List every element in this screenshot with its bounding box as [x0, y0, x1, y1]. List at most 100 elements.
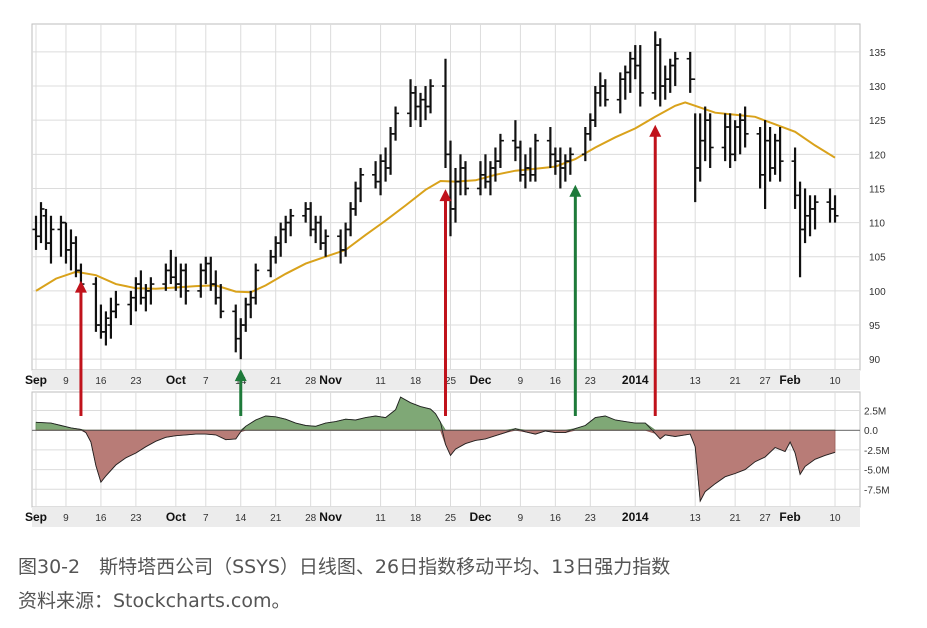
price-y-tick-label: 90	[869, 355, 881, 366]
price-panel: 90 95 100 105 110 115 120 125 130 135 Sep 9 16 23 Oct…	[25, 23, 886, 390]
force-x-tick-label: 7	[203, 513, 209, 524]
force-x-tick-label: 25	[445, 513, 457, 524]
ohlc-bar	[831, 195, 839, 223]
force-panel: 2.5M 0.0 -2.5M -5.0M -7.5M Sep 9 16 23 Oct 7 14 21 2…	[25, 391, 890, 527]
ohlc-bar	[811, 195, 819, 230]
price-y-tick-label: 125	[869, 116, 886, 127]
force-x-axis-band	[32, 507, 860, 527]
signal-arrow	[74, 280, 87, 416]
ohlc-bar	[147, 277, 155, 305]
force-y-tick-label: -7.5M	[864, 485, 890, 496]
signal-arrow	[569, 184, 582, 416]
force-x-tick-label: 16	[550, 513, 562, 524]
force-x-tick-label: Dec	[469, 510, 491, 524]
price-x-tick-label: Oct	[166, 373, 186, 387]
price-x-tick-label: 9	[63, 376, 69, 387]
force-x-tick-label: 10	[829, 513, 841, 524]
ohlc-bar	[217, 284, 225, 319]
price-x-tick-label: 16	[95, 376, 107, 387]
price-x-tick-label: 11	[375, 376, 386, 387]
force-x-tick-label: Oct	[166, 510, 186, 524]
force-x-tick-label: 11	[375, 513, 386, 524]
force-y-tick-label: 2.5M	[864, 407, 886, 418]
price-x-tick-label: 23	[585, 376, 597, 387]
price-x-tick-label: Sep	[25, 373, 47, 387]
price-x-tick-label: 7	[203, 376, 209, 387]
force-x-tick-label: Feb	[779, 510, 800, 524]
signal-arrow-head	[439, 189, 452, 202]
force-x-tick-label: 13	[690, 513, 702, 524]
price-x-tick-label: 21	[730, 376, 742, 387]
price-x-tick-label: 25	[445, 376, 457, 387]
signal-arrows	[74, 124, 662, 416]
price-x-tick-label: 13	[690, 376, 702, 387]
signal-arrow-head	[74, 280, 87, 293]
figure-caption: 图30-2 斯特塔西公司（SSYS）日线图、26日指数移动平均、13日强力指数	[18, 556, 671, 578]
price-y-tick-label: 110	[869, 219, 885, 230]
force-x-tick-label: 23	[130, 513, 142, 524]
ohlc-bar	[47, 215, 55, 264]
signal-arrow-head	[234, 369, 247, 382]
force-x-tick-label: 16	[95, 513, 107, 524]
figure-source: 资料来源：Stockcharts.com。	[18, 590, 291, 612]
price-x-tick-label: Nov	[319, 373, 342, 387]
ohlc-bar	[671, 51, 679, 87]
signal-arrow	[649, 124, 662, 416]
price-y-tick-label: 95	[869, 321, 881, 332]
ohlc-bar	[252, 263, 260, 305]
force-x-tick-label: 23	[585, 513, 597, 524]
price-x-tick-label: 23	[130, 376, 142, 387]
ohlc-bar	[392, 106, 400, 141]
ohlc-bar	[776, 127, 784, 182]
force-y-axis: 2.5M 0.0 -2.5M -5.0M -7.5M	[864, 407, 890, 497]
price-y-tick-label: 135	[869, 48, 886, 59]
force-x-tick-label: 9	[63, 513, 69, 524]
force-x-tick-label: Sep	[25, 510, 47, 524]
force-x-tick-label: 14	[235, 513, 247, 524]
price-bars	[32, 31, 839, 360]
ohlc-bar	[322, 229, 330, 257]
price-x-tick-label: 28	[305, 376, 317, 387]
stock-chart-figure: 90 95 100 105 110 115 120 125 130 135 Sep 9 16 23 Oct…	[24, 23, 890, 527]
force-x-tick-label: Nov	[319, 510, 342, 524]
price-x-tick-label: 2014	[622, 373, 649, 387]
force-x-axis: Sep 9 16 23 Oct 7 14 21 28 Nov 11 18 25 Dec 9 16 23 2014 1…	[25, 510, 841, 524]
force-x-tick-label: 27	[760, 513, 772, 524]
force-x-tick-label: 21	[730, 513, 742, 524]
force-y-tick-label: 0.0	[864, 426, 878, 437]
signal-arrow-head	[649, 124, 662, 137]
price-x-tick-label: 21	[270, 376, 282, 387]
price-y-tick-label: 120	[869, 150, 886, 161]
price-x-tick-label: 9	[518, 376, 524, 387]
price-x-tick-label: 10	[829, 376, 841, 387]
force-x-tick-label: 28	[305, 513, 317, 524]
ohlc-bar	[357, 167, 365, 203]
price-y-axis: 90 95 100 105 110 115 120 125 130 135	[869, 48, 886, 366]
ohlc-bar	[287, 208, 295, 237]
ohlc-bar	[741, 106, 749, 148]
price-y-tick-label: 105	[869, 253, 886, 264]
ohlc-bar	[566, 147, 574, 175]
force-x-tick-label: 18	[410, 513, 422, 524]
price-x-tick-label: 18	[410, 376, 422, 387]
price-y-tick-label: 100	[869, 287, 886, 298]
ohlc-bar	[37, 202, 45, 244]
force-y-tick-label: -2.5M	[864, 446, 890, 457]
price-x-tick-label: Feb	[779, 373, 800, 387]
signal-arrow	[234, 369, 247, 416]
price-y-tick-label: 115	[869, 184, 885, 195]
force-x-tick-label: 2014	[622, 510, 649, 524]
force-x-tick-label: 9	[518, 513, 524, 524]
ohlc-bar	[102, 311, 110, 346]
ohlc-bar	[636, 45, 644, 107]
ohlc-bar	[427, 79, 435, 114]
ohlc-bar	[461, 161, 469, 196]
price-x-tick-label: 16	[550, 376, 562, 387]
force-y-tick-label: -5.0M	[864, 466, 890, 477]
ohlc-bar	[706, 113, 714, 168]
price-x-tick-label: 27	[760, 376, 772, 387]
price-y-tick-label: 130	[869, 82, 886, 93]
force-index-line	[35, 396, 836, 503]
force-x-tick-label: 21	[270, 513, 282, 524]
price-x-tick-label: Dec	[469, 373, 491, 387]
